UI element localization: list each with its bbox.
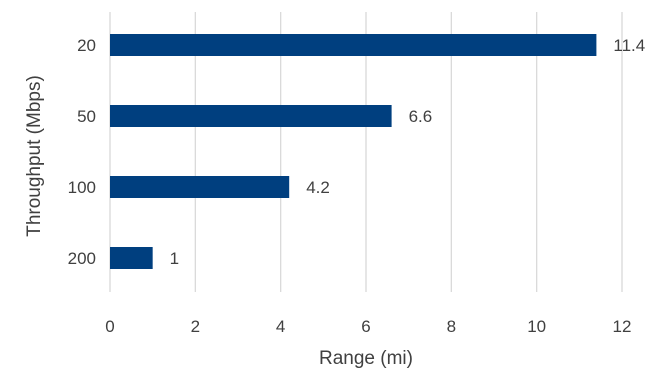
bars — [110, 34, 597, 269]
y-tick-labels: 20 50 100 200 — [68, 36, 96, 268]
y-tick-label: 100 — [68, 178, 96, 197]
bar — [110, 105, 392, 127]
x-tick-label: 12 — [613, 317, 632, 336]
data-label: 1 — [170, 249, 179, 268]
x-tick-label: 4 — [276, 317, 285, 336]
x-tick-label: 8 — [447, 317, 456, 336]
gridlines — [109, 12, 623, 292]
x-tick-label: 10 — [527, 317, 546, 336]
y-axis-title: Throughput (Mbps) — [24, 75, 45, 237]
bar — [110, 247, 153, 269]
bar — [110, 176, 290, 198]
bar — [110, 34, 597, 56]
x-tick-label: 6 — [361, 317, 370, 336]
x-tick-label: 0 — [105, 317, 114, 336]
y-tick-label: 50 — [77, 107, 96, 126]
y-tick-label: 200 — [68, 249, 96, 268]
data-label: 4.2 — [306, 178, 330, 197]
x-tick-label: 2 — [191, 317, 200, 336]
x-tick-labels: 0 2 4 6 8 10 12 — [105, 317, 631, 336]
data-labels: 11.4 6.6 4.2 1 — [170, 36, 646, 268]
x-axis-title: Range (mi) — [319, 348, 413, 369]
data-label: 11.4 — [613, 36, 645, 55]
data-label: 6.6 — [409, 107, 433, 126]
y-tick-label: 20 — [77, 36, 96, 55]
